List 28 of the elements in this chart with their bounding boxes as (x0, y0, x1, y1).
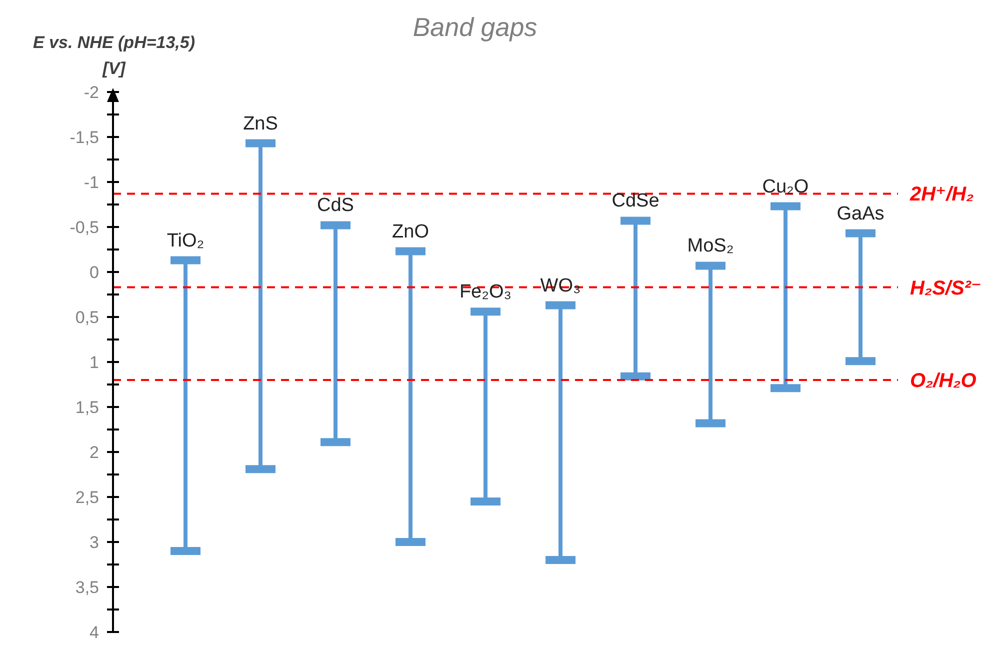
y-tick-label: 3 (90, 532, 99, 552)
y-tick-label: 2 (90, 442, 99, 462)
x-tick-label: MoS₂ (687, 236, 734, 257)
x-tick-label: CdSe (612, 190, 660, 212)
x-tick-label: Fe₂O₃ (459, 282, 512, 303)
y-axis-title: E vs. NHE (pH=13,5) [V] (32, 32, 196, 80)
y-tick-label: 1 (90, 352, 99, 372)
x-tick-label: WO₃ (540, 275, 581, 296)
y-tick-label: 4 (90, 622, 99, 642)
x-tick-label: Cu₂O (762, 176, 809, 198)
y-tick-label: 3,5 (75, 578, 99, 597)
y-tick-label: 2,5 (75, 488, 99, 507)
x-tick-label: GaAs (836, 203, 884, 224)
y-tick-label: 0,5 (75, 308, 99, 327)
y-tick-label: -2 (84, 82, 99, 102)
ref-line-label: O₂/H₂O (910, 370, 977, 392)
ref-line-label: 2H⁺/H₂ (909, 184, 974, 206)
ref-line-label: H₂S/S²⁻ (910, 277, 982, 300)
x-tick-label: ZnO (392, 221, 429, 242)
chart-title: Band gaps (412, 12, 538, 43)
x-tick-label: TiO₂ (166, 230, 204, 252)
x-tick-label: CdS (317, 195, 354, 216)
y-tick-label: 0 (90, 262, 99, 282)
y-tick-label: -1 (84, 172, 99, 192)
y-tick-label: 1,5 (75, 398, 99, 417)
x-tick-label: ZnS (243, 113, 278, 134)
y-tick-label: -1,5 (70, 128, 99, 147)
y-tick-label: -0,5 (70, 218, 99, 237)
